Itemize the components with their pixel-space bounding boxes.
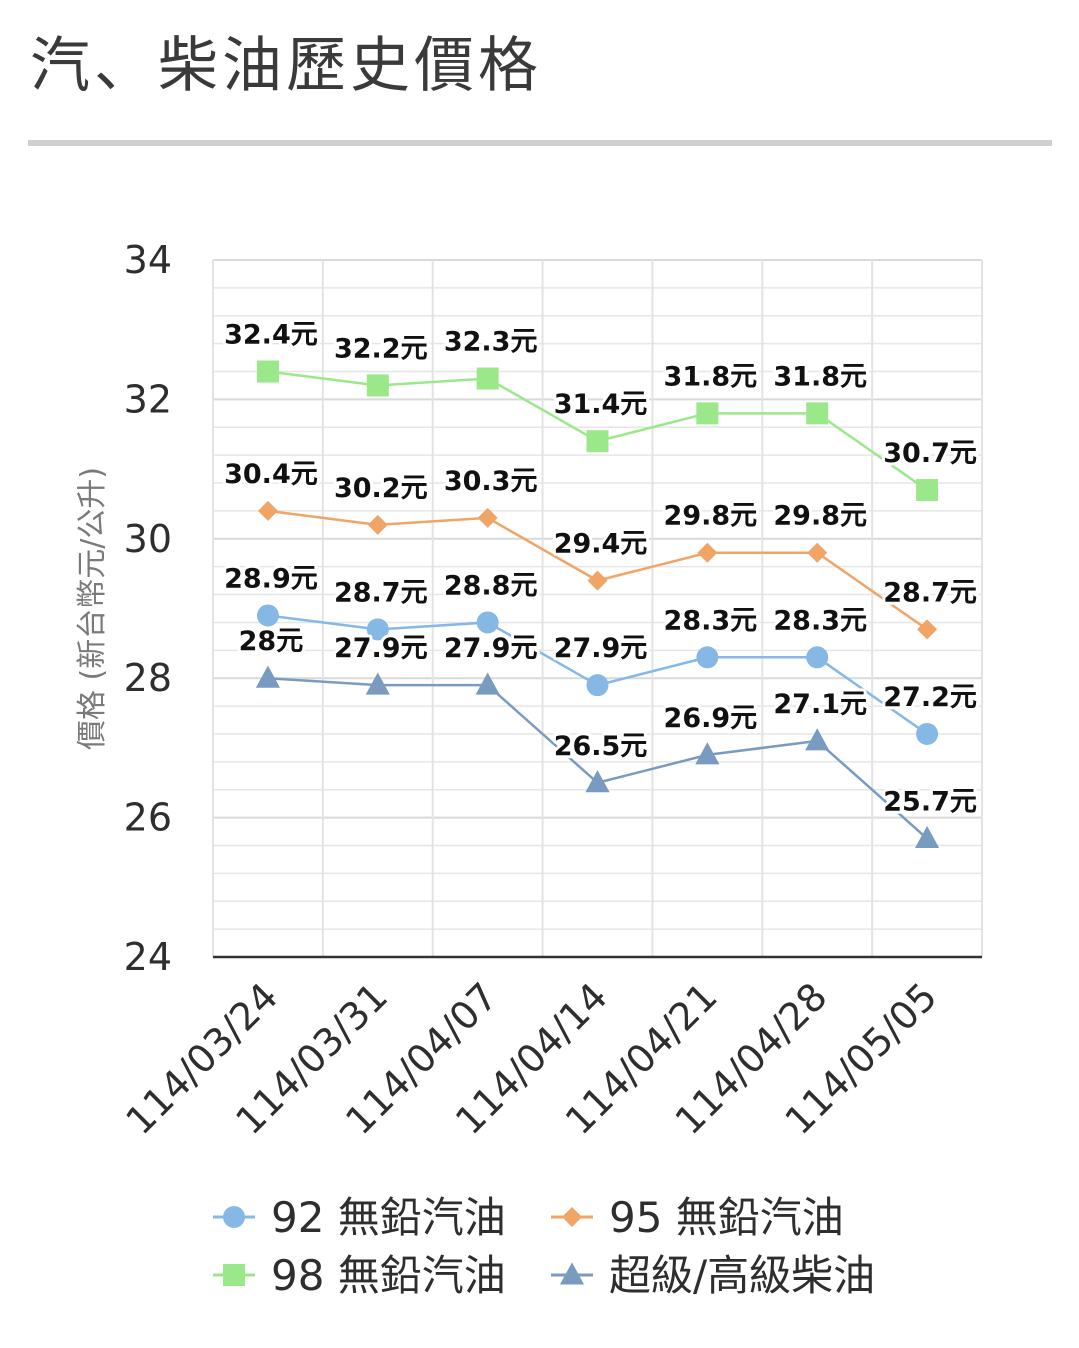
data-label: 25.7元 xyxy=(883,787,977,818)
data-label: 29.4元 xyxy=(554,529,648,560)
data-point-1-2 xyxy=(477,507,498,528)
data-point-2-5 xyxy=(806,402,829,425)
data-label: 27.9元 xyxy=(334,633,428,664)
y-tick-label: 28 xyxy=(124,656,172,700)
legend-label: 超級/高級柴油 xyxy=(609,1251,875,1300)
data-point-0-2 xyxy=(476,611,499,634)
data-point-1-3 xyxy=(587,570,608,591)
data-label: 28.3元 xyxy=(664,605,758,636)
legend-swatch-marker xyxy=(223,1206,245,1228)
data-label: 27.9元 xyxy=(554,633,648,664)
data-point-2-1 xyxy=(366,374,389,397)
data-label: 28.9元 xyxy=(224,563,318,594)
data-point-3-6 xyxy=(914,825,940,848)
chart-legend[interactable]: 92 無鉛汽油 95 無鉛汽油 98 無鉛汽油 超級/高級柴油 xyxy=(213,1193,875,1300)
data-point-2-6 xyxy=(916,479,939,502)
data-point-3-0 xyxy=(255,665,281,688)
data-point-3-2 xyxy=(475,672,500,695)
data-point-3-1 xyxy=(365,672,390,695)
data-point-1-0 xyxy=(257,500,278,521)
data-label: 27.9元 xyxy=(444,633,538,664)
data-point-1-1 xyxy=(367,514,388,535)
data-label: 31.8元 xyxy=(773,361,867,392)
data-label: 30.2元 xyxy=(334,473,428,504)
data-point-0-5 xyxy=(806,646,829,669)
data-point-3-5 xyxy=(805,728,830,751)
data-label: 27.1元 xyxy=(773,689,867,720)
data-label: 28.8元 xyxy=(444,570,538,601)
data-point-0-4 xyxy=(696,646,719,669)
y-tick-label: 24 xyxy=(124,935,172,979)
data-point-1-5 xyxy=(807,542,828,563)
y-tick-label: 30 xyxy=(124,517,172,561)
data-point-1-6 xyxy=(917,619,938,640)
chart-series xyxy=(255,360,940,848)
data-point-1-4 xyxy=(697,542,718,563)
legend-swatch-marker xyxy=(223,1264,245,1286)
y-tick-label: 26 xyxy=(124,796,172,840)
legend-item-2[interactable]: 98 無鉛汽油 xyxy=(213,1251,506,1300)
y-tick-label: 34 xyxy=(124,238,172,282)
title-divider xyxy=(28,140,1052,146)
data-label: 32.4元 xyxy=(224,320,318,351)
data-label: 32.3元 xyxy=(444,326,538,357)
data-point-2-0 xyxy=(256,360,279,383)
legend-swatch-marker xyxy=(562,1207,582,1227)
legend-label: 98 無鉛汽油 xyxy=(271,1251,506,1300)
legend-label: 92 無鉛汽油 xyxy=(271,1193,506,1242)
data-point-3-4 xyxy=(695,742,720,765)
chart-data-labels: 28.9元 28.7元 28.8元 27.9元 28.3元 28.3元 27.2元 30.4元… xyxy=(221,317,980,821)
data-point-0-3 xyxy=(586,674,609,697)
legend-item-1[interactable]: 95 無鉛汽油 xyxy=(551,1193,844,1242)
data-label: 32.2元 xyxy=(334,333,428,364)
page-title: 汽、柴油歷史價格 xyxy=(30,31,542,101)
data-label: 28.7元 xyxy=(334,577,428,608)
data-label: 31.4元 xyxy=(554,389,648,420)
data-label: 29.8元 xyxy=(773,501,867,532)
data-point-2-2 xyxy=(476,367,499,390)
data-label: 28.3元 xyxy=(773,605,867,636)
legend-item-3[interactable]: 超級/高級柴油 xyxy=(551,1251,875,1300)
data-label: 26.9元 xyxy=(664,703,758,734)
data-point-3-3 xyxy=(585,770,610,793)
data-label: 28.7元 xyxy=(883,577,977,608)
data-point-0-0 xyxy=(256,604,279,627)
data-point-2-4 xyxy=(696,402,719,425)
data-label: 26.5元 xyxy=(554,731,648,762)
legend-swatch-marker xyxy=(559,1262,585,1285)
y-tick-label: 32 xyxy=(124,377,172,421)
data-label: 30.7元 xyxy=(883,438,977,469)
data-label: 31.8元 xyxy=(664,361,758,392)
data-label: 29.8元 xyxy=(664,501,758,532)
data-label: 30.3元 xyxy=(444,466,538,497)
data-label: 30.4元 xyxy=(224,459,318,490)
legend-label: 95 無鉛汽油 xyxy=(609,1193,844,1242)
data-point-0-6 xyxy=(916,722,939,745)
data-point-0-1 xyxy=(366,618,389,641)
data-label: 28元 xyxy=(239,626,304,657)
data-label: 27.2元 xyxy=(883,682,977,713)
legend-item-0[interactable]: 92 無鉛汽油 xyxy=(213,1193,506,1242)
data-point-2-3 xyxy=(586,430,609,453)
y-axis-label: 價格 (新台幣元/公升) xyxy=(75,467,110,750)
